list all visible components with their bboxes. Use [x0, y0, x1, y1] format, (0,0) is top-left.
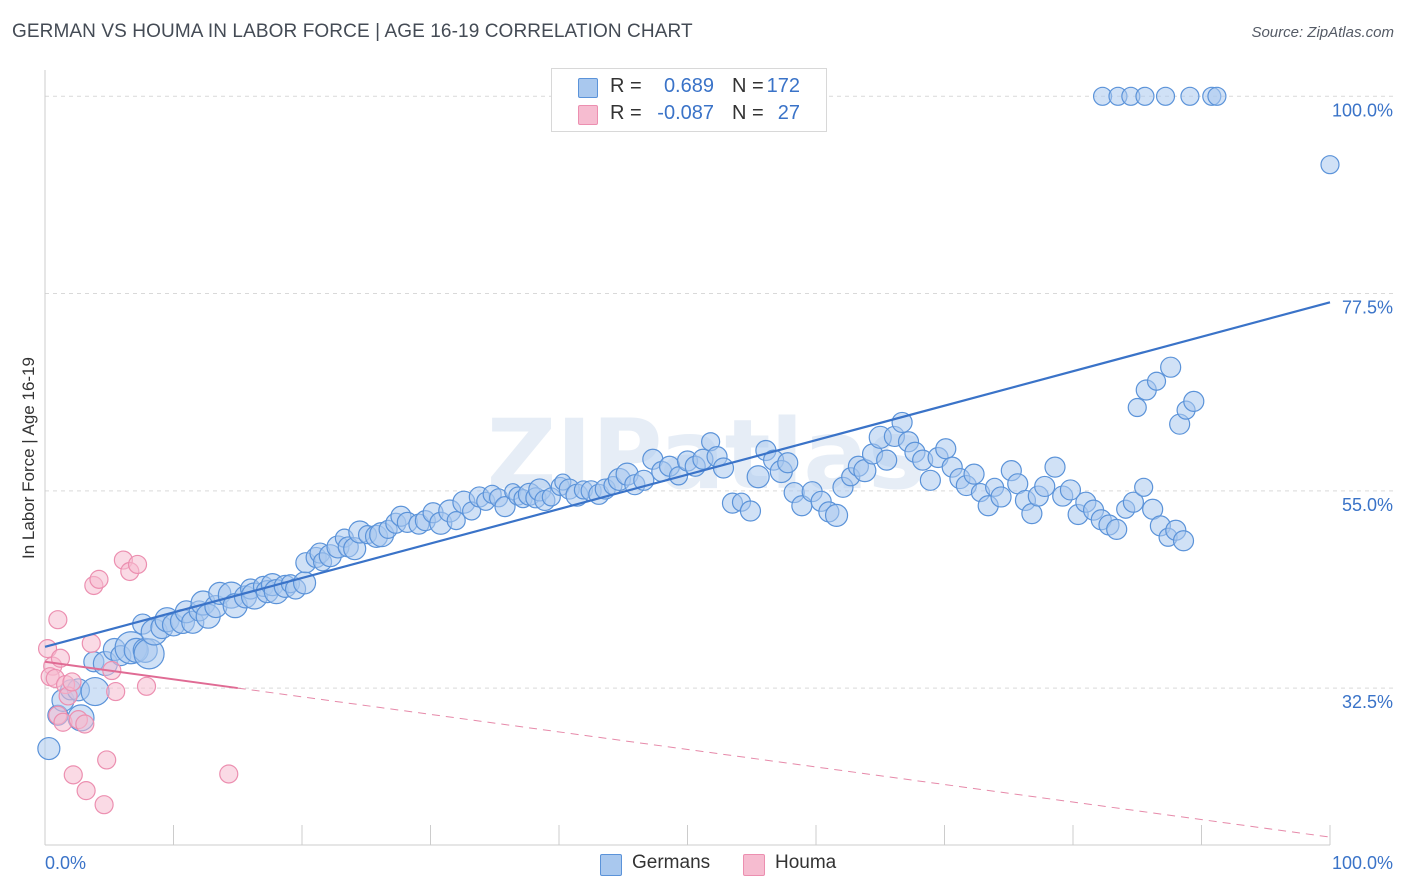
houma-point	[97, 750, 117, 770]
germans-legend-swatch	[600, 854, 622, 876]
germans-point	[1320, 155, 1340, 175]
series-legend: Germans Houma	[0, 851, 1406, 877]
germans-point	[1146, 371, 1167, 391]
germans-trendline	[44, 301, 1331, 648]
n-label: N =	[732, 75, 764, 97]
legend-row-houma: R = -0.087 N = 27	[552, 101, 826, 127]
y-tick-label: 32.5%	[1342, 692, 1393, 712]
germans-point	[1106, 518, 1128, 540]
trendlines	[44, 301, 1331, 838]
germans-point	[1122, 491, 1144, 513]
houma-swatch	[578, 105, 598, 125]
houma-trendline-solid	[44, 660, 238, 690]
germans-point	[739, 500, 762, 522]
n-value: 27	[777, 102, 800, 124]
houma-point	[136, 676, 157, 696]
germans-point	[990, 486, 1012, 508]
germans-point	[963, 463, 985, 485]
houma-point	[76, 781, 96, 801]
correlation-legend: R = 0.689 N = 172 R = -0.087 N = 27	[551, 68, 827, 132]
germans-point	[80, 676, 110, 707]
x-tick-label: 100.0%	[1332, 853, 1393, 873]
germans-point	[1135, 86, 1155, 106]
germans-point	[1044, 456, 1066, 478]
germans-point	[1207, 86, 1227, 106]
germans-point	[935, 438, 957, 460]
houma-point	[63, 765, 83, 785]
germans-point	[446, 511, 466, 531]
houma-point	[106, 681, 126, 702]
germans-point	[1155, 86, 1176, 106]
n-value: 172	[766, 75, 800, 97]
germans-point	[1183, 390, 1205, 412]
chart-title: GERMAN VS HOUMA IN LABOR FORCE | AGE 16-…	[12, 21, 693, 42]
germans-swatch	[578, 78, 598, 98]
germans-point	[919, 469, 941, 491]
germans-points	[37, 86, 1340, 761]
y-tick-label: 77.5%	[1342, 298, 1393, 318]
germans-point	[1034, 475, 1056, 498]
y-tick-label: 55.0%	[1342, 495, 1393, 515]
r-value: 0.689	[663, 75, 714, 97]
germans-point	[1134, 477, 1154, 497]
axes	[44, 70, 1331, 846]
r-label: R =	[610, 75, 642, 97]
germans-point	[37, 736, 61, 761]
germans-point	[1127, 397, 1147, 418]
houma-point	[89, 569, 109, 589]
houma-point	[62, 672, 82, 692]
germans-legend-label: Germans	[632, 852, 711, 873]
germans-point	[1160, 356, 1182, 378]
r-value: -0.087	[657, 102, 714, 124]
houma-point	[127, 554, 148, 575]
houma-legend-swatch	[743, 854, 765, 876]
houma-point	[75, 714, 95, 734]
germans-point	[712, 457, 735, 479]
germans-point	[1172, 530, 1195, 552]
germans-point	[1059, 479, 1082, 501]
germans-point	[1180, 86, 1200, 106]
x-tick-label: 0.0%	[45, 853, 86, 873]
houma-point	[219, 764, 239, 784]
houma-point	[48, 610, 68, 630]
houma-legend-label: Houma	[775, 852, 837, 873]
n-label: N =	[732, 102, 764, 124]
r-label: R =	[610, 102, 642, 124]
germans-point	[824, 503, 849, 527]
tick-labels: 32.5% 55.0% 77.5% 100.0% 0.0% 100.0%	[45, 100, 1393, 873]
germans-point	[777, 452, 799, 474]
source-label: Source: ZipAtlas.com	[1251, 24, 1394, 41]
houma-trendline-dashed	[237, 687, 1331, 838]
germans-point	[746, 465, 770, 489]
y-tick-label: 100.0%	[1332, 100, 1393, 120]
houma-point	[94, 795, 114, 815]
houma-points	[37, 550, 239, 815]
germans-point	[876, 449, 898, 471]
legend-row-germans: R = 0.689 N = 172	[552, 74, 826, 100]
